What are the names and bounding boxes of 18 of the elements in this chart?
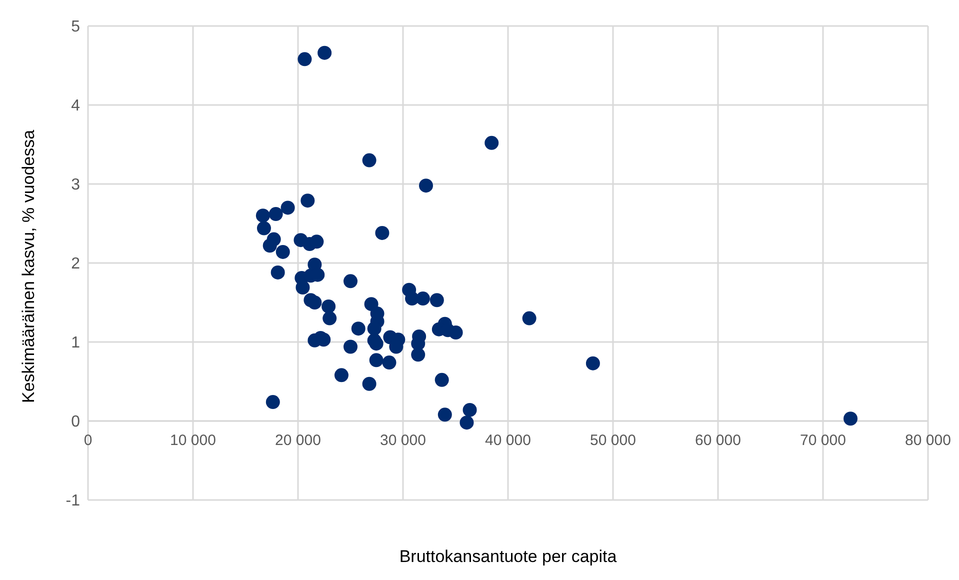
x-tick-label: 30 000 xyxy=(380,432,426,449)
x-tick-label: 60 000 xyxy=(695,432,741,449)
y-axis-title: Keskimääräinen kasvu, % vuodessa xyxy=(19,129,38,403)
y-tick-label: 1 xyxy=(71,334,80,352)
x-tick-label: 50 000 xyxy=(590,432,636,449)
y-tick-label: 3 xyxy=(71,176,80,194)
y-tick-label: -1 xyxy=(66,492,80,510)
x-tick-label: 20 000 xyxy=(275,432,321,449)
y-tick-label: 2 xyxy=(71,256,80,273)
x-tick-label: 80 000 xyxy=(905,432,951,449)
x-axis-title: Bruttokansantuote per capita xyxy=(399,547,618,566)
x-tick-label: 70 000 xyxy=(800,432,846,449)
y-tick-label: 0 xyxy=(71,414,80,431)
x-tick-label: 40 000 xyxy=(485,432,531,449)
y-tick-label: 5 xyxy=(71,18,80,36)
y-tick-label: 4 xyxy=(71,98,80,115)
x-tick-label: 10 000 xyxy=(170,432,216,449)
x-tick-label: 0 xyxy=(84,432,92,449)
